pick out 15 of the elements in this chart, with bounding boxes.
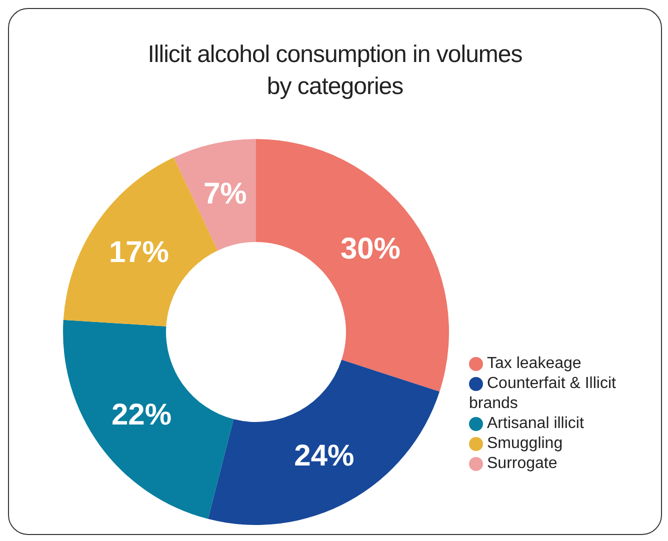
data-label: 22% <box>112 398 172 432</box>
data-label: 17% <box>108 236 169 269</box>
data-label: 7% <box>203 177 247 210</box>
legend-label: Counterfait & Illicit brands <box>469 375 616 412</box>
legend-label: Surrogate <box>487 455 558 472</box>
data-label: 24% <box>294 439 354 472</box>
legend-label: Artisanal illicit <box>487 415 584 432</box>
legend-label: Tax leakeage <box>487 355 582 372</box>
data-label: 30% <box>340 232 400 266</box>
donut-slice <box>174 139 256 251</box>
legend-label: Smuggling <box>487 435 563 452</box>
donut-slice <box>63 320 234 519</box>
donut-slice <box>256 139 449 392</box>
donut-slice <box>208 360 440 525</box>
chart-title: Illicit alcohol consumption in volumes by categories <box>146 40 524 102</box>
